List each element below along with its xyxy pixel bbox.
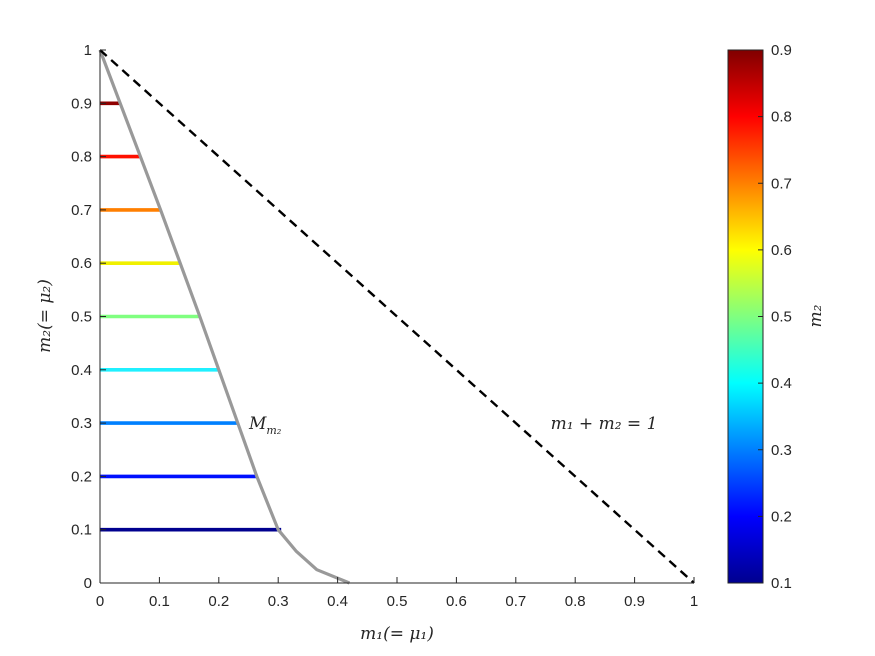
x-tick-label: 1 bbox=[690, 593, 698, 610]
reference-line-label: m₁ + m₂ = 1 bbox=[551, 414, 658, 434]
x-tick-label: 0.3 bbox=[268, 593, 289, 610]
y-tick-label: 0 bbox=[84, 575, 92, 592]
y-tick-label: 1 bbox=[84, 42, 92, 59]
y-ticks: 0 0.1 0.2 0.3 0.4 0.5 0.6 0.7 0.8 0.9 1 bbox=[71, 42, 106, 592]
axes: 0 0.1 0.2 0.3 0.4 0.5 0.6 0.7 0.8 0.9 1 0 0.1 0.2 0.3… bbox=[35, 42, 698, 644]
colorbar-tick-label: 0.8 bbox=[771, 109, 792, 126]
colorbar: 0.1 0.2 0.3 0.4 0.5 0.6 0.7 0.8 0.9 m₂ bbox=[727, 42, 826, 592]
boundary-curve bbox=[98, 49, 351, 585]
reference-line bbox=[99, 49, 695, 584]
x-tick-label: 0.2 bbox=[208, 593, 229, 610]
x-tick-label: 0.9 bbox=[624, 593, 645, 610]
x-tick-label: 0 bbox=[96, 593, 104, 610]
y-tick-label: 0.6 bbox=[71, 255, 92, 272]
y-tick-label: 0.8 bbox=[71, 149, 92, 166]
y-axis-label: m₂(= μ₂) bbox=[35, 279, 55, 353]
colorbar-tick-label: 0.1 bbox=[771, 575, 792, 592]
colorbar-tick-label: 0.2 bbox=[771, 508, 792, 525]
y-tick-label: 0.3 bbox=[71, 415, 92, 432]
x-axis-label: m₁(= μ₁) bbox=[360, 624, 434, 644]
curve-label: Mm₂ bbox=[248, 414, 281, 437]
y-tick-label: 0.5 bbox=[71, 309, 92, 326]
y-tick-label: 0.4 bbox=[71, 362, 92, 379]
x-tick-label: 0.5 bbox=[387, 593, 408, 610]
x-tick-label: 0.8 bbox=[565, 593, 586, 610]
colorbar-gradient bbox=[727, 49, 764, 584]
colorbar-tick-label: 0.5 bbox=[771, 309, 792, 326]
colorbar-label: m₂ bbox=[806, 304, 826, 327]
x-tick-label: 0.1 bbox=[149, 593, 170, 610]
colorbar-tick-label: 0.9 bbox=[771, 42, 792, 59]
y-tick-label: 0.7 bbox=[71, 202, 92, 219]
plot-area: Mm₂ m₁ + m₂ = 1 bbox=[98, 49, 695, 585]
x-tick-label: 0.4 bbox=[327, 593, 348, 610]
colorbar-tick-label: 0.4 bbox=[771, 375, 792, 392]
colorbar-tick-label: 0.3 bbox=[771, 442, 792, 459]
colorbar-ticks: 0.1 0.2 0.3 0.4 0.5 0.6 0.7 0.8 0.9 bbox=[758, 42, 792, 592]
x-tick-label: 0.6 bbox=[446, 593, 467, 610]
x-ticks: 0 0.1 0.2 0.3 0.4 0.5 0.6 0.7 0.8 0.9 1 bbox=[96, 577, 698, 610]
y-tick-label: 0.9 bbox=[71, 95, 92, 112]
x-tick-label: 0.7 bbox=[505, 593, 526, 610]
colorbar-tick-label: 0.7 bbox=[771, 175, 792, 192]
y-tick-label: 0.1 bbox=[71, 522, 92, 539]
y-tick-label: 0.2 bbox=[71, 468, 92, 485]
segments-layer bbox=[100, 101, 282, 532]
colorbar-tick-label: 0.6 bbox=[771, 242, 792, 259]
